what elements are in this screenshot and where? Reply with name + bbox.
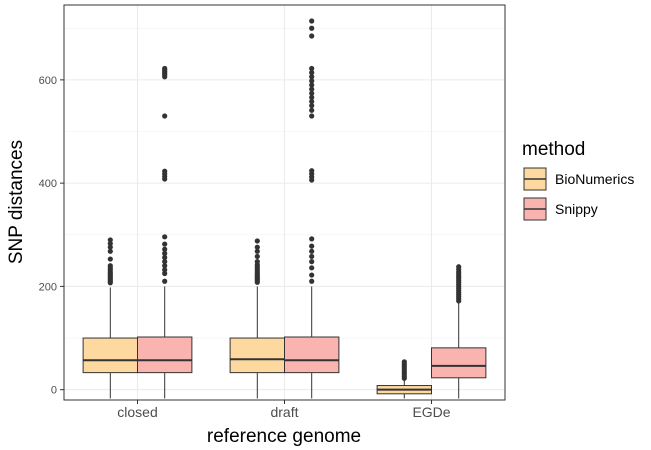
outlier-point bbox=[309, 82, 315, 88]
box-body bbox=[431, 347, 487, 379]
outlier-point bbox=[107, 237, 113, 243]
x-axis-title: reference genome bbox=[207, 426, 361, 447]
outlier-point bbox=[254, 253, 260, 260]
box-bionumerics-egde bbox=[376, 359, 432, 399]
outlier-point bbox=[309, 94, 315, 101]
outlier-point bbox=[309, 103, 315, 109]
outlier-point bbox=[254, 238, 260, 244]
outlier-point bbox=[309, 70, 315, 76]
y-axis-title: SNP distances bbox=[6, 140, 27, 264]
x-tick-label: EGDe bbox=[412, 404, 450, 420]
box-snippy-closed bbox=[137, 65, 193, 399]
outlier-point bbox=[309, 265, 315, 271]
legend-label: Snippy bbox=[555, 201, 598, 217]
outlier-point bbox=[456, 264, 462, 270]
outlier-point bbox=[309, 78, 315, 84]
y-tick-label: 400 bbox=[39, 178, 57, 190]
outlier-point bbox=[309, 259, 315, 265]
legend-item-snippy: Snippy bbox=[523, 197, 598, 221]
outlier-point bbox=[309, 98, 315, 105]
y-tick-label: 600 bbox=[39, 75, 57, 87]
box-body bbox=[284, 336, 340, 374]
legend-item-bionumerics: BioNumerics bbox=[523, 167, 634, 191]
legend-items: BioNumerics Snippy bbox=[523, 167, 634, 221]
box-bionumerics-closed bbox=[82, 237, 138, 399]
legend-label: BioNumerics bbox=[555, 171, 634, 187]
outlier-point bbox=[162, 113, 168, 119]
outlier-point bbox=[309, 65, 315, 72]
box-layer bbox=[82, 18, 487, 399]
outlier-point bbox=[162, 168, 168, 174]
outlier-point bbox=[162, 254, 168, 261]
outlier-point bbox=[162, 234, 168, 240]
box-body bbox=[137, 336, 193, 374]
outlier-point bbox=[107, 256, 113, 262]
box-body bbox=[229, 337, 285, 374]
outlier-point bbox=[107, 263, 113, 269]
axes: 0 200 400 600 closed draft EGDe bbox=[39, 75, 451, 420]
y-tick-label: 0 bbox=[51, 385, 57, 397]
outlier-point bbox=[162, 65, 168, 72]
box-bionumerics-draft bbox=[229, 238, 285, 399]
outlier-point bbox=[162, 267, 168, 273]
outlier-point bbox=[107, 248, 113, 254]
outlier-point bbox=[107, 244, 113, 250]
outlier-point bbox=[162, 246, 168, 252]
outlier-point bbox=[309, 74, 315, 80]
x-tick-label: draft bbox=[270, 404, 298, 420]
outlier-point bbox=[254, 248, 260, 254]
outlier-point bbox=[309, 33, 315, 39]
legend: method BioNumerics Snippy bbox=[522, 139, 634, 221]
outlier-point bbox=[309, 90, 315, 96]
outlier-point bbox=[254, 244, 260, 250]
outlier-point bbox=[162, 270, 168, 277]
outlier-point bbox=[309, 278, 315, 284]
outlier-point bbox=[254, 259, 260, 265]
outlier-point bbox=[107, 240, 113, 247]
legend-title: method bbox=[522, 139, 585, 160]
outlier-point bbox=[309, 18, 315, 24]
outlier-point bbox=[162, 259, 168, 265]
y-tick-label: 200 bbox=[39, 281, 57, 293]
outlier-point bbox=[309, 272, 315, 278]
outlier-point bbox=[309, 236, 315, 242]
grid bbox=[64, 5, 505, 400]
outlier-point bbox=[309, 243, 315, 249]
outlier-point bbox=[309, 248, 315, 254]
outlier-point bbox=[309, 107, 315, 113]
outlier-point bbox=[309, 86, 315, 92]
outlier-point bbox=[309, 253, 315, 260]
box-snippy-draft bbox=[284, 18, 340, 399]
outlier-point bbox=[309, 113, 315, 119]
x-tick-label: closed bbox=[117, 404, 157, 420]
outlier-point bbox=[309, 168, 315, 174]
outlier-point bbox=[162, 241, 168, 247]
box-snippy-egde bbox=[431, 264, 487, 399]
outlier-point bbox=[162, 278, 168, 284]
outlier-point bbox=[309, 25, 315, 31]
outlier-point bbox=[162, 250, 168, 256]
outlier-point bbox=[162, 263, 168, 269]
box-body bbox=[82, 337, 138, 374]
outlier-point bbox=[401, 359, 407, 365]
